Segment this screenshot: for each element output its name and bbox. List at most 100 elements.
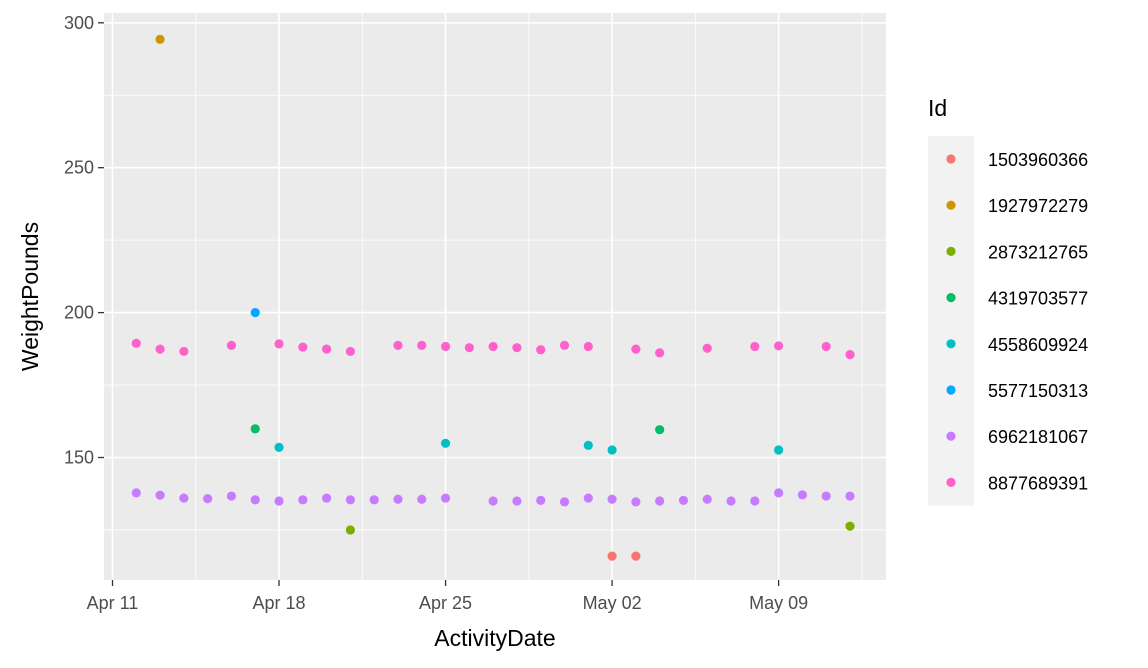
data-point	[774, 445, 784, 455]
x-tick-label: Apr 25	[419, 593, 472, 613]
data-point	[274, 339, 284, 349]
data-point	[536, 495, 546, 505]
data-point	[631, 344, 641, 354]
legend-label: 1503960366	[988, 150, 1088, 170]
y-tick-label: 200	[64, 303, 94, 323]
data-point	[512, 343, 522, 353]
data-point	[322, 344, 332, 354]
data-point	[774, 488, 784, 498]
data-point	[417, 340, 427, 350]
y-tick-label: 150	[64, 448, 94, 468]
data-point	[607, 551, 617, 561]
data-point	[226, 491, 237, 501]
data-point	[607, 494, 617, 504]
data-point	[488, 496, 498, 506]
data-point	[536, 345, 546, 355]
data-point	[322, 493, 332, 503]
legend-label: 5577150313	[988, 381, 1088, 401]
data-point	[179, 346, 189, 357]
data-point	[655, 348, 665, 358]
data-point	[583, 341, 593, 352]
legend-label: 1927972279	[988, 196, 1088, 216]
data-point	[797, 490, 808, 500]
legend-label: 2873212765	[988, 242, 1088, 262]
data-point	[607, 445, 617, 455]
data-point	[512, 496, 522, 506]
axes: Apr 11 Apr 18 Apr 25 May 02 May 09 150 200 250 3…	[64, 13, 808, 613]
data-point	[440, 493, 451, 503]
data-point	[631, 497, 641, 507]
data-point	[155, 34, 165, 44]
data-point	[821, 491, 831, 501]
legend-key-point	[946, 293, 956, 303]
data-point	[821, 341, 831, 352]
data-point	[250, 424, 260, 434]
legend-label: 4319703577	[988, 289, 1088, 309]
data-points	[131, 34, 855, 561]
data-point	[845, 491, 855, 501]
minor-gridlines	[104, 13, 886, 580]
legend: Id 1503960366 1927972279 2873212765 43197035…	[928, 95, 1088, 506]
major-gridlines	[104, 13, 886, 580]
data-point	[345, 525, 355, 535]
data-point	[131, 338, 141, 348]
x-tick-label: May 09	[749, 593, 808, 613]
data-point	[631, 551, 641, 561]
data-point	[845, 521, 855, 531]
data-point	[440, 438, 451, 448]
data-point	[226, 340, 237, 350]
data-point	[417, 494, 427, 504]
legend-key-point	[946, 477, 956, 487]
data-point	[155, 490, 165, 500]
data-point	[131, 488, 141, 498]
data-point	[345, 346, 355, 357]
x-tick-label: Apr 18	[253, 593, 306, 613]
data-point	[464, 343, 474, 353]
data-point	[179, 493, 189, 503]
legend-title: Id	[928, 95, 947, 121]
data-point	[702, 343, 712, 353]
data-point	[345, 495, 355, 505]
data-point	[155, 344, 165, 354]
legend-label: 8877689391	[988, 473, 1088, 493]
data-point	[655, 496, 665, 506]
data-point	[274, 496, 284, 506]
data-point	[250, 308, 260, 318]
data-point	[583, 493, 593, 503]
data-point	[298, 342, 308, 352]
legend-key-point	[946, 339, 956, 349]
data-point	[250, 495, 260, 505]
legend-key-point	[946, 431, 956, 441]
y-tick-label: 250	[64, 158, 94, 178]
x-tick-label: May 02	[583, 593, 642, 613]
y-axis-title: WeightPounds	[17, 222, 43, 371]
data-point	[845, 350, 855, 360]
legend-label: 4558609924	[988, 335, 1088, 355]
data-point	[750, 496, 760, 506]
data-point	[655, 425, 665, 435]
x-tick-label: Apr 11	[87, 593, 139, 613]
data-point	[298, 495, 308, 505]
data-point	[678, 495, 689, 505]
data-point	[393, 494, 403, 504]
data-point	[702, 494, 712, 504]
data-point	[726, 496, 736, 506]
data-point	[369, 495, 379, 505]
legend-key-point	[946, 154, 956, 164]
legend-key-point	[946, 246, 956, 256]
legend-key-point	[946, 385, 956, 395]
plot-panel	[104, 13, 886, 580]
data-point	[488, 341, 498, 352]
data-point	[559, 497, 570, 507]
data-point	[274, 442, 284, 452]
y-tick-label: 300	[64, 13, 94, 33]
data-point	[750, 341, 760, 352]
data-point	[203, 494, 213, 504]
data-point	[583, 440, 593, 450]
legend-label: 6962181067	[988, 427, 1088, 447]
legend-key-point	[946, 200, 956, 210]
x-axis-title: ActivityDate	[434, 625, 555, 651]
data-point	[774, 341, 784, 351]
data-point	[393, 340, 403, 350]
